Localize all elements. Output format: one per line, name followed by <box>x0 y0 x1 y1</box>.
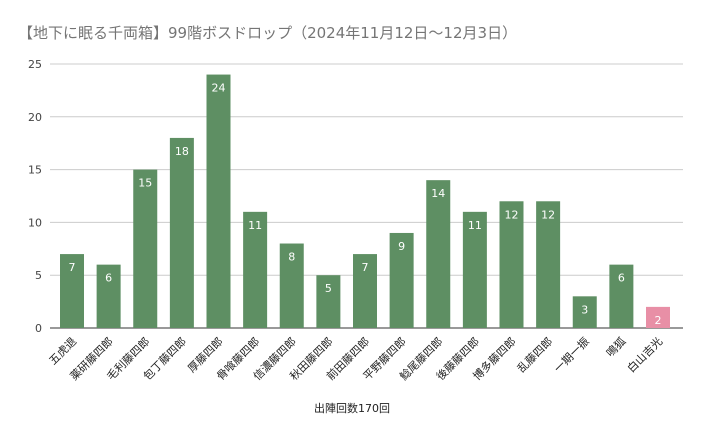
x-tick-label: 一期一振 <box>551 334 592 375</box>
data-label: 8 <box>288 251 295 264</box>
y-tick-label: 20 <box>28 111 42 124</box>
data-label: 3 <box>581 303 588 316</box>
data-label: 12 <box>505 208 519 221</box>
data-label: 11 <box>468 219 482 232</box>
bar <box>353 254 377 328</box>
data-label: 7 <box>69 261 76 274</box>
y-tick-label: 15 <box>28 164 42 177</box>
x-tick-label: 鳴狐 <box>603 334 628 359</box>
data-label: 9 <box>398 240 405 253</box>
y-tick-label: 0 <box>35 322 42 335</box>
bar <box>96 264 121 328</box>
bar <box>499 201 524 328</box>
data-label: 6 <box>105 272 112 285</box>
bar <box>60 254 84 328</box>
bar <box>279 243 304 328</box>
data-label: 15 <box>138 177 152 190</box>
data-label: 2 <box>655 314 662 327</box>
bar <box>536 201 561 328</box>
x-tick-label: 白山吉光 <box>624 334 665 375</box>
data-label: 11 <box>248 219 262 232</box>
data-label: 12 <box>541 208 555 221</box>
data-label: 14 <box>431 187 445 200</box>
y-tick-label: 5 <box>35 269 42 282</box>
bar <box>426 180 451 328</box>
y-tick-label: 25 <box>28 58 42 71</box>
data-label: 7 <box>362 261 369 274</box>
x-tick-label: 五虎退 <box>47 335 80 368</box>
chart-title: 【地下に眠る千両箱】99階ボスドロップ（2024年11月12日～12月3日） <box>18 24 518 42</box>
bar <box>133 169 158 328</box>
bar <box>243 211 268 328</box>
bar <box>609 264 634 328</box>
data-label: 24 <box>212 82 226 95</box>
data-label: 18 <box>175 145 189 158</box>
y-tick-label: 10 <box>28 216 42 229</box>
x-axis-label: 出陣回数170回 <box>314 402 390 415</box>
bar <box>646 306 670 328</box>
bar <box>462 211 487 328</box>
bar <box>316 275 341 328</box>
data-label: 5 <box>325 282 332 295</box>
bar <box>206 74 231 328</box>
bar <box>169 137 194 328</box>
bar <box>572 296 597 328</box>
x-tick-label: 乱藤四郎 <box>514 334 555 375</box>
bar <box>389 232 414 328</box>
data-label: 6 <box>618 272 625 285</box>
